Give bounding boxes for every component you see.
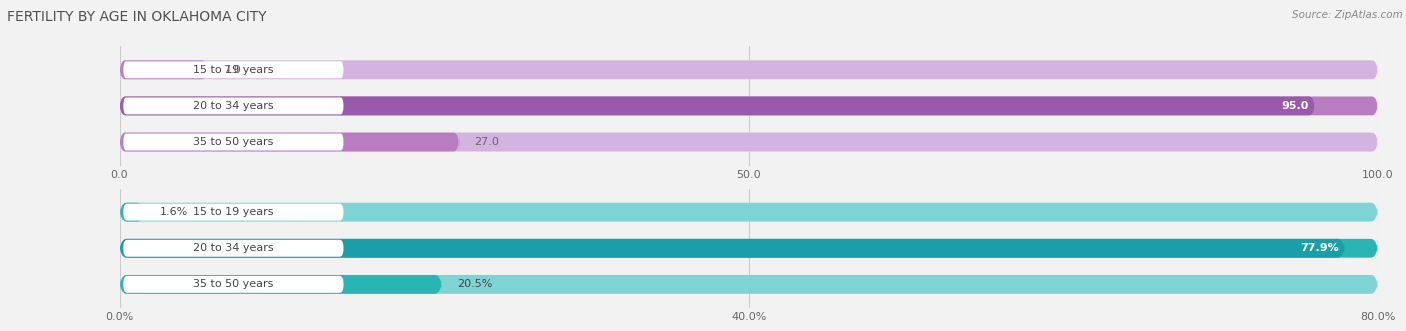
Text: Source: ZipAtlas.com: Source: ZipAtlas.com [1292,10,1403,20]
Text: 35 to 50 years: 35 to 50 years [193,279,274,289]
Text: 7.0: 7.0 [222,65,240,75]
FancyBboxPatch shape [120,203,1378,221]
FancyBboxPatch shape [120,133,1378,151]
Text: 35 to 50 years: 35 to 50 years [193,137,274,147]
FancyBboxPatch shape [120,61,208,79]
Text: 95.0: 95.0 [1281,101,1309,111]
FancyBboxPatch shape [120,275,1378,294]
FancyBboxPatch shape [124,276,343,293]
FancyBboxPatch shape [120,133,1378,151]
FancyBboxPatch shape [120,203,1378,221]
Text: 15 to 19 years: 15 to 19 years [193,207,274,217]
Text: 1.6%: 1.6% [160,207,188,217]
Text: 20.5%: 20.5% [457,279,492,289]
FancyBboxPatch shape [120,239,1346,258]
FancyBboxPatch shape [120,133,460,151]
FancyBboxPatch shape [124,134,343,151]
FancyBboxPatch shape [120,239,1378,258]
FancyBboxPatch shape [120,97,1378,115]
Text: 27.0: 27.0 [474,137,499,147]
FancyBboxPatch shape [120,97,1315,115]
FancyBboxPatch shape [120,61,1378,79]
FancyBboxPatch shape [120,97,1378,115]
Text: FERTILITY BY AGE IN OKLAHOMA CITY: FERTILITY BY AGE IN OKLAHOMA CITY [7,10,267,24]
Text: 77.9%: 77.9% [1299,243,1339,253]
FancyBboxPatch shape [120,275,441,294]
FancyBboxPatch shape [124,97,343,115]
Text: 15 to 19 years: 15 to 19 years [193,65,274,75]
FancyBboxPatch shape [124,240,343,257]
Text: 20 to 34 years: 20 to 34 years [193,101,274,111]
FancyBboxPatch shape [124,204,343,220]
FancyBboxPatch shape [124,61,343,78]
FancyBboxPatch shape [120,203,145,221]
FancyBboxPatch shape [120,61,1378,79]
FancyBboxPatch shape [120,275,1378,294]
Text: 20 to 34 years: 20 to 34 years [193,243,274,253]
FancyBboxPatch shape [120,239,1378,258]
